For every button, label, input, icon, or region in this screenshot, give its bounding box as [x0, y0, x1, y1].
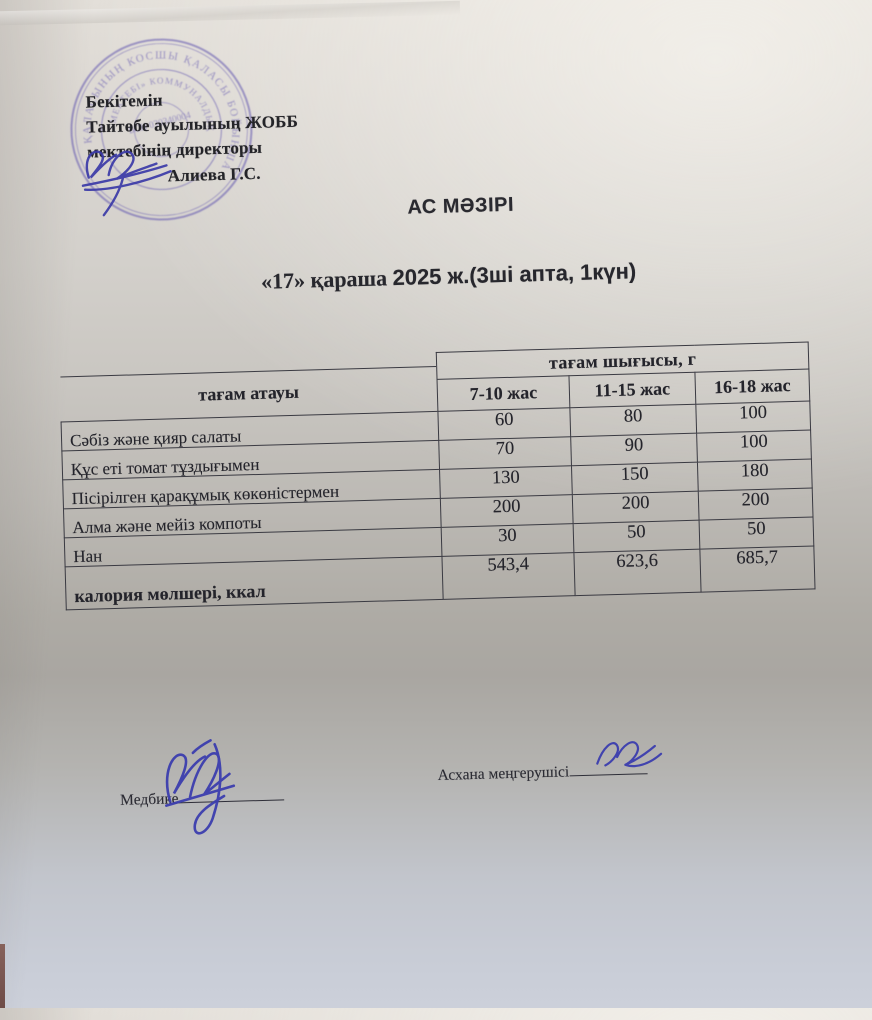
calories-label: калория мөлшері, ккал — [65, 556, 444, 610]
calories-value: 685,7 — [699, 545, 816, 593]
stamp-center-ring — [134, 102, 189, 157]
date-line: «17» қараша 2025 ж.(3ші апта, 1күн) — [0, 252, 866, 302]
calories-value: 543,4 — [441, 552, 576, 600]
nurse-signature — [165, 739, 236, 835]
date-serif-part: «17» қараша — [260, 265, 393, 294]
official-stamp: ҚАЛАСЫНЫҢ КОСШЫ ҚАЛАСЫ БОЙЫНША «МЕКТЕБІ»… — [64, 32, 254, 221]
dish-value: 150 — [571, 462, 699, 495]
dish-value: 200 — [572, 491, 700, 524]
dish-value: 30 — [441, 523, 574, 557]
dish-value: 200 — [440, 494, 574, 528]
dish-value: 180 — [697, 459, 813, 492]
dish-value: 200 — [698, 487, 814, 521]
dish-value: 60 — [437, 407, 571, 441]
name-header-cell: тағам атауы — [59, 352, 438, 422]
stamp-middle-ring — [100, 68, 222, 191]
dish-value: 50 — [573, 520, 700, 553]
age-header-1: 7-10 жас — [437, 375, 570, 412]
stamp-outer-ring2 — [75, 43, 248, 216]
dish-value: 90 — [570, 433, 698, 466]
menu-table: тағам атауы тағам шығысы, г 7-10 жас 11-… — [59, 342, 816, 611]
dish-value: 130 — [439, 465, 573, 499]
dish-value: 80 — [569, 404, 697, 437]
calories-value: 623,6 — [573, 549, 702, 596]
stamp-outer-ring — [70, 38, 253, 221]
dish-value: 50 — [699, 516, 814, 550]
canteen-manager-signature — [596, 741, 663, 768]
dish-value: 70 — [438, 436, 572, 470]
age-header-2: 11-15 жас — [568, 372, 696, 408]
director-signature — [81, 150, 172, 217]
date-sans-part: 2025 ж.(3ші апта, 1күн) — [392, 258, 637, 291]
dish-value: 100 — [696, 430, 812, 463]
table-edge-sliver — [0, 944, 5, 1008]
canteen-manager-label: Асхана меңгерушісі — [437, 763, 570, 785]
age-header-3: 16-18 жас — [694, 369, 810, 405]
dish-value: 100 — [695, 401, 811, 434]
